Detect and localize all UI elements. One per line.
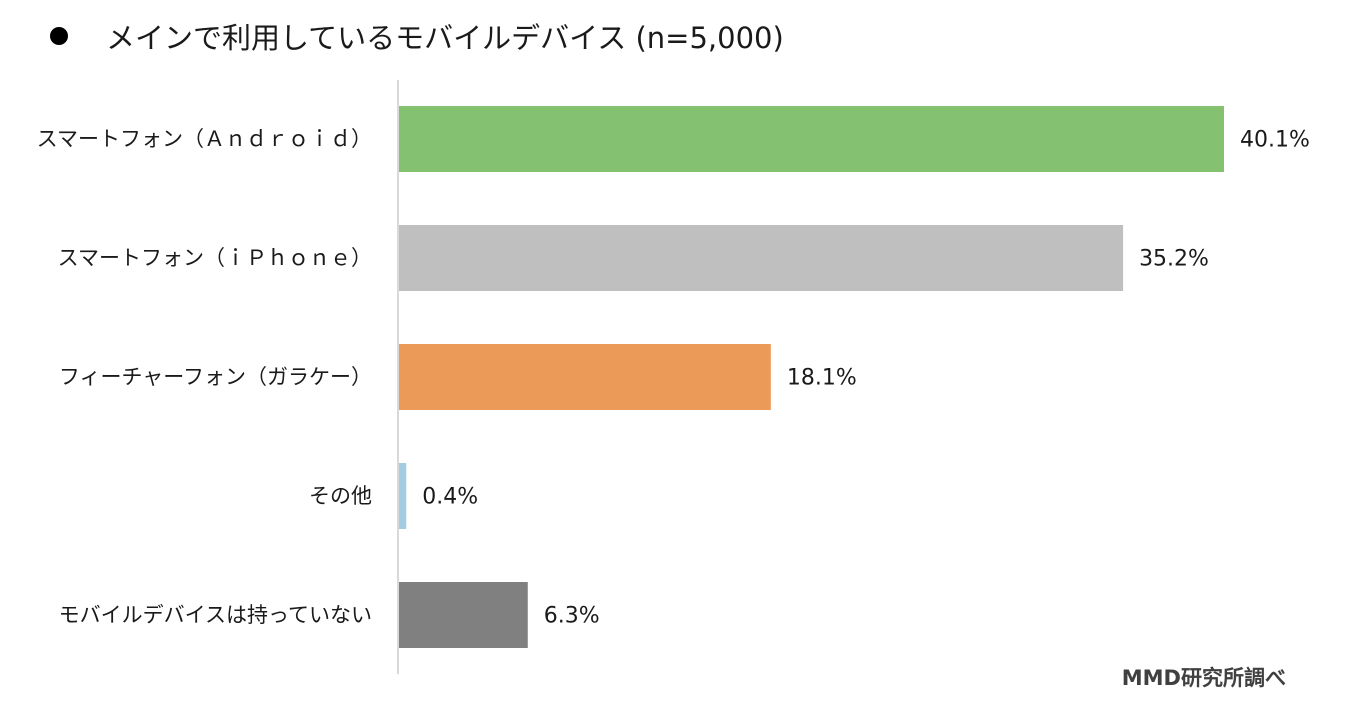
category-label-4: その他	[309, 484, 372, 508]
bar-3	[398, 344, 771, 410]
category-labels: スマートフォン（Ａｎｄｒｏｉｄ） スマートフォン（ｉＰｈｏｎｅ） フィーチャーフォン…	[37, 127, 372, 627]
value-label-3: 18.1%	[787, 366, 857, 391]
value-label-5: 6.3%	[544, 604, 600, 629]
value-label-4: 0.4%	[422, 485, 478, 510]
source-credit: MMD研究所調べ	[1121, 666, 1286, 690]
category-label-1: スマートフォン（Ａｎｄｒｏｉｄ）	[37, 127, 372, 151]
bar-group	[398, 106, 1224, 648]
bar-4	[398, 463, 407, 529]
category-label-5: モバイルデバイスは持っていない	[59, 603, 372, 627]
category-label-2: スマートフォン（ｉＰｈｏｎｅ）	[58, 246, 372, 270]
bar-2	[398, 225, 1124, 291]
bar-1	[398, 106, 1224, 172]
chart-title: メインで利用しているモバイルデバイス (n=5,000)	[106, 21, 784, 55]
category-label-3: フィーチャーフォン（ガラケー）	[59, 365, 372, 389]
value-label-2: 35.2%	[1139, 247, 1209, 272]
value-label-1: 40.1%	[1240, 128, 1310, 153]
bar-5	[398, 582, 528, 648]
bullet-icon	[50, 27, 68, 45]
title-row: メインで利用しているモバイルデバイス (n=5,000)	[50, 14, 784, 58]
value-labels: 40.1% 35.2% 18.1% 0.4% 6.3%	[422, 128, 1310, 629]
